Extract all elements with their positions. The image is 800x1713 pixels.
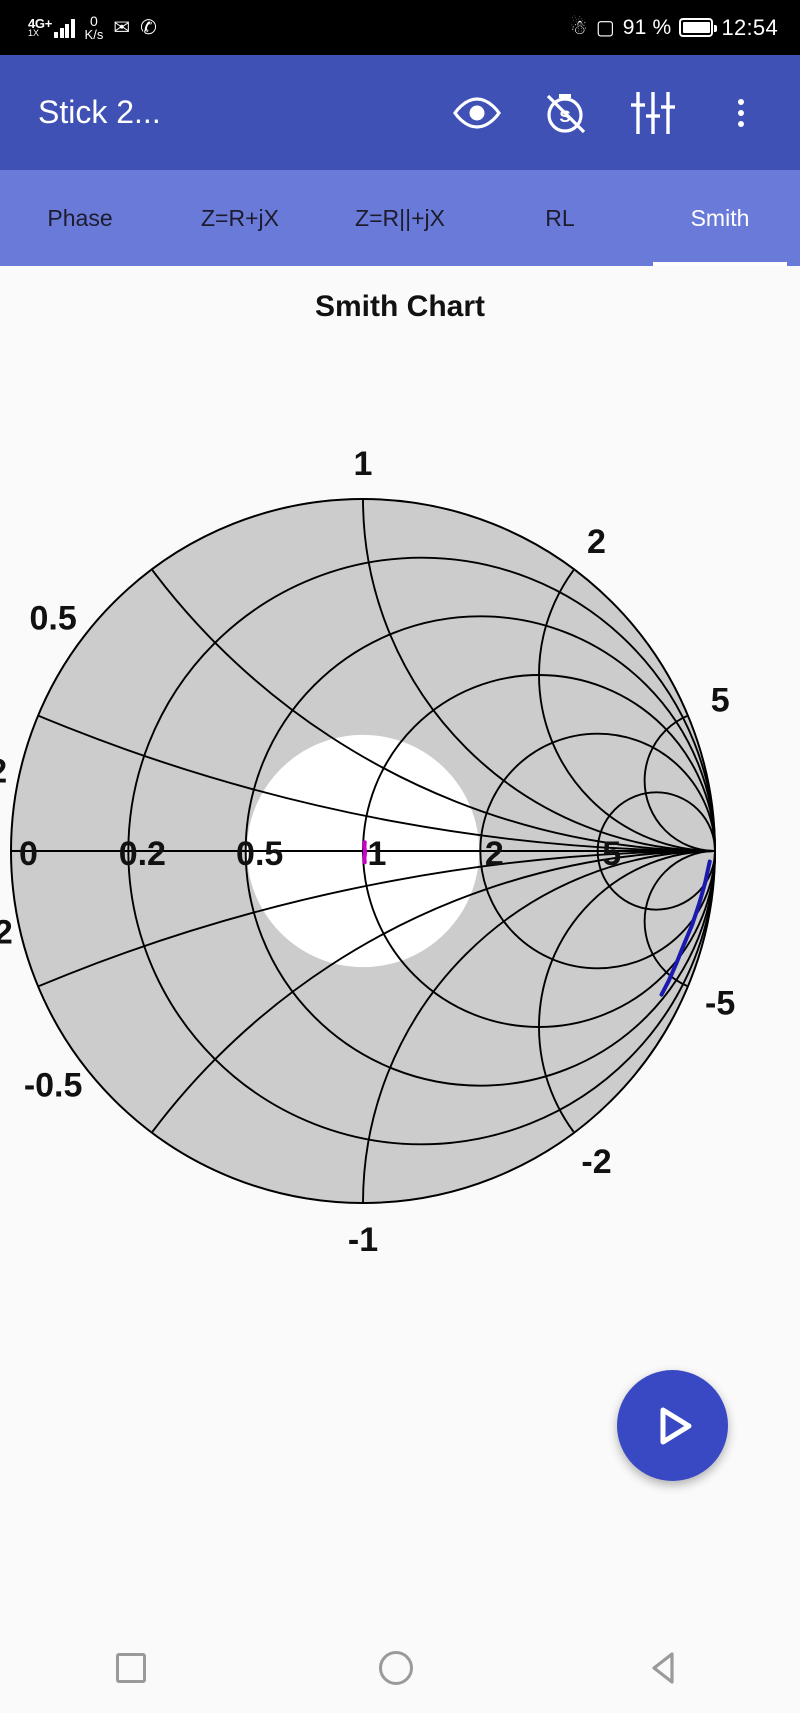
tab-rl[interactable]: RL bbox=[480, 170, 640, 266]
data-rate-value: 0 bbox=[90, 13, 98, 29]
smith-axis-label: -0.5 bbox=[24, 1067, 83, 1105]
data-rate-unit: K/s bbox=[84, 27, 104, 42]
smith-axis-label: -0.2 bbox=[0, 914, 13, 952]
play-button[interactable] bbox=[617, 1370, 728, 1481]
eye-icon[interactable] bbox=[452, 88, 502, 138]
status-bar-right: ☃︎ ▢ 91 % 12:54 bbox=[570, 15, 778, 41]
smith-axis-label: -1 bbox=[348, 1221, 378, 1259]
smith-axis-label: 5 bbox=[602, 835, 621, 873]
smith-chart[interactable]: 0 0.2 0.5 1 2 5 0.2 0.5 1 2 5 -0.2 -0.5 -1 -2 -5 bbox=[0, 406, 800, 1406]
status-bar: 4G+ 1X 0 K/s ✉︎ ✆︎ ☃︎ ▢ 91 % 12:54 bbox=[0, 0, 800, 55]
smith-reactance-arcs bbox=[12, 500, 714, 1202]
whatsapp-icon: ✆︎ bbox=[140, 16, 157, 39]
data-rate-indicator: 0 K/s bbox=[85, 14, 104, 41]
home-circle-icon[interactable] bbox=[378, 1651, 413, 1685]
smith-axis-label: -2 bbox=[581, 1143, 611, 1181]
smith-axis-label: -5 bbox=[705, 985, 735, 1023]
svg-text:S: S bbox=[559, 107, 570, 126]
tab-label: Z=R+jX bbox=[201, 204, 279, 231]
email-icon: ✉︎ bbox=[113, 16, 131, 39]
network-type-label: 4G+ bbox=[28, 15, 53, 31]
smith-axis-label: 5 bbox=[711, 681, 730, 719]
app-title: Stick 2... bbox=[38, 94, 161, 130]
tab-z-series[interactable]: Z=R+jX bbox=[160, 170, 320, 266]
signal-bars-icon bbox=[54, 18, 75, 38]
vibrate-icon: ▢ bbox=[595, 16, 615, 39]
tune-icon[interactable] bbox=[628, 88, 678, 138]
smith-axis-label: 2 bbox=[485, 835, 504, 873]
status-bar-left: 4G+ 1X 0 K/s ✉︎ ✆︎ bbox=[28, 14, 157, 41]
smith-series-marker-trace bbox=[362, 840, 368, 865]
play-icon bbox=[660, 1407, 691, 1444]
back-triangle-icon[interactable] bbox=[646, 1649, 684, 1687]
chart-title: Smith Chart bbox=[314, 290, 485, 323]
clock-label: 12:54 bbox=[721, 14, 778, 40]
battery-percent-label: 91 % bbox=[622, 15, 672, 39]
cellular-signal-icon: 4G+ 1X bbox=[28, 15, 75, 38]
tab-label: RL bbox=[545, 204, 575, 231]
smith-axis-label: 0 bbox=[19, 835, 38, 873]
system-nav-bar bbox=[0, 1623, 800, 1713]
bluetooth-icon: ☃︎ bbox=[569, 16, 588, 39]
tab-label: Smith bbox=[690, 204, 750, 231]
battery-icon bbox=[679, 18, 718, 37]
tab-bar: Phase Z=R+jX Z=R||+jX RL Smith bbox=[0, 170, 800, 266]
tab-label: Phase bbox=[47, 204, 113, 231]
overflow-menu-icon[interactable] bbox=[716, 88, 766, 138]
smith-axis-label: 1 bbox=[368, 835, 387, 873]
app-bar: Stick 2... S bbox=[0, 55, 800, 170]
smith-axis-label: 0.2 bbox=[119, 835, 166, 873]
tab-z-parallel[interactable]: Z=R||+jX bbox=[320, 170, 480, 266]
smith-axis-label: 0.5 bbox=[236, 835, 283, 873]
recents-square-icon[interactable] bbox=[116, 1653, 147, 1683]
app-bar-actions: S bbox=[452, 88, 766, 138]
tab-phase[interactable]: Phase bbox=[0, 170, 160, 266]
smith-axis-label: 0.2 bbox=[0, 752, 7, 790]
tab-label: Z=R||+jX bbox=[355, 204, 445, 231]
smith-series-impedance-trace bbox=[659, 859, 712, 997]
smith-axis-label: 1 bbox=[354, 445, 373, 483]
tab-smith[interactable]: Smith bbox=[640, 170, 800, 266]
smith-axis-label: 2 bbox=[587, 523, 606, 561]
smith-chart-canvas[interactable]: 0 0.2 0.5 1 2 5 0.2 0.5 1 2 5 -0.2 -0.5 -1 -2 -5 bbox=[0, 406, 800, 1406]
chart-content-area: Smith Chart 0 0.2 0.5 1 2 5 0.2 0.5 1 2 5 -0.2 -0.5 -… bbox=[0, 266, 800, 1479]
network-sub-label: 1X bbox=[28, 27, 40, 38]
timer-off-icon[interactable]: S bbox=[540, 88, 590, 138]
smith-axis-label: 0.5 bbox=[29, 599, 76, 637]
